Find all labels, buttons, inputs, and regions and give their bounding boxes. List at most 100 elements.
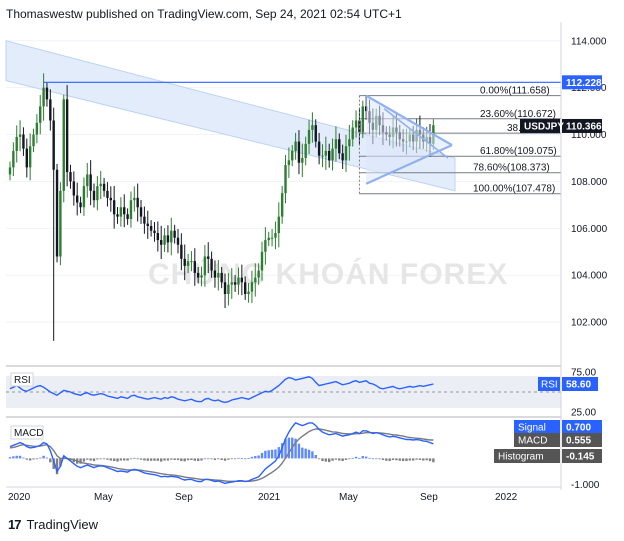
candle — [200, 266, 203, 287]
histogram-bar — [59, 458, 62, 467]
candle-body — [18, 134, 22, 137]
candle — [321, 144, 324, 168]
histogram-bar — [358, 458, 361, 459]
histogram-bar — [328, 458, 331, 463]
candle-body — [149, 226, 153, 231]
rsi-value-badge: RSI 58.60 — [538, 377, 598, 391]
histogram-bar — [287, 437, 291, 459]
resistance-badge-bg — [562, 75, 602, 90]
triangle-pattern — [365, 94, 453, 185]
histogram-bar — [301, 447, 304, 459]
histogram-bar — [99, 458, 102, 460]
footer-brand[interactable]: 17 TradingView — [8, 517, 98, 532]
candle-body — [32, 134, 35, 147]
candle — [76, 182, 79, 216]
candle — [247, 282, 250, 303]
candle — [28, 133, 32, 181]
triangle-fill — [366, 95, 452, 184]
candle — [297, 130, 301, 175]
histogram-bar — [388, 458, 391, 462]
candle — [257, 263, 260, 285]
macd-pane[interactable]: MACD — [6, 419, 561, 486]
triangle-inner — [383, 108, 449, 159]
candle — [25, 138, 28, 178]
fib-level-label: 78.60%(108.373) — [473, 163, 550, 174]
histogram-bar — [334, 458, 338, 460]
candle-body — [86, 174, 89, 187]
histogram-bar — [89, 458, 92, 461]
candle — [193, 248, 196, 286]
candle-body — [307, 129, 311, 144]
fib-level-label: 61.80%(109.075) — [480, 146, 557, 157]
histogram-bar — [52, 458, 55, 469]
histogram-bar — [35, 458, 39, 460]
candle — [358, 107, 361, 146]
candle-body — [62, 99, 65, 191]
candle-body — [143, 216, 146, 224]
macd-legend: MACD — [14, 428, 43, 439]
histogram-bar — [254, 456, 257, 459]
macd-tick-label: -1.000 — [571, 480, 600, 491]
histogram-bar — [237, 457, 240, 459]
candle-body — [59, 190, 62, 257]
histogram-bar — [28, 458, 32, 461]
candle-body — [358, 120, 361, 133]
candle-body — [344, 146, 348, 161]
histogram-bar — [203, 458, 207, 460]
candle-body — [284, 165, 287, 194]
candle — [207, 242, 210, 274]
macd-signal-value-text: 0.700 — [566, 423, 591, 434]
candle-body — [294, 141, 297, 151]
candle-body — [92, 190, 96, 201]
symbol-tag-bg — [520, 118, 560, 133]
candle-body — [28, 146, 32, 168]
candle — [123, 194, 126, 228]
histogram-bar — [92, 458, 96, 462]
time-tick-label: May — [339, 492, 358, 503]
histogram-bar — [264, 450, 267, 459]
candle — [12, 142, 15, 177]
candle — [62, 94, 65, 203]
candle-body — [186, 261, 190, 266]
macd-legend-box[interactable] — [10, 425, 44, 440]
histogram-bar — [160, 458, 163, 462]
candle-body — [89, 174, 92, 191]
candle-body — [220, 272, 223, 283]
candle-body — [311, 125, 314, 130]
macd-signal-value-bg — [562, 420, 602, 434]
candle — [338, 133, 341, 160]
candle-body — [250, 282, 254, 292]
candle-body — [82, 186, 86, 208]
rsi-pane[interactable]: RSI — [6, 368, 561, 416]
main-pane[interactable]: CHỨNG KHOÁN FOREX 0.00%(111.658) 23.60%(1… — [5, 22, 561, 362]
candle-body — [116, 214, 119, 217]
time-tick-label: 2020 — [8, 492, 31, 503]
histogram-bar — [270, 449, 274, 459]
last-price-badge-bg — [562, 118, 602, 133]
candle-body — [49, 99, 52, 121]
histogram-bar — [32, 458, 35, 460]
candle-body — [210, 258, 213, 271]
candle — [69, 164, 72, 189]
time-axis[interactable]: 2020 May Sep 2021 May Sep 2022 — [8, 492, 518, 503]
candle-body — [119, 207, 123, 217]
candle — [126, 208, 129, 225]
candle — [8, 161, 12, 181]
histogram-bar — [418, 458, 422, 460]
candle — [267, 231, 270, 246]
rsi-legend-box[interactable] — [10, 372, 34, 387]
resistance-badge-text: 112.228 — [566, 78, 602, 89]
histogram-bar — [412, 458, 415, 461]
candle — [254, 263, 257, 297]
candle-body — [99, 183, 102, 187]
candle-body — [354, 120, 358, 128]
histogram-bar — [230, 458, 233, 460]
candle — [82, 177, 86, 216]
histogram-bar — [247, 458, 250, 459]
candle-body — [72, 181, 76, 196]
candle — [354, 110, 358, 138]
publish-header: Thomaswestw published on TradingView.com… — [6, 7, 402, 21]
time-tick-label: 2022 — [495, 492, 518, 503]
